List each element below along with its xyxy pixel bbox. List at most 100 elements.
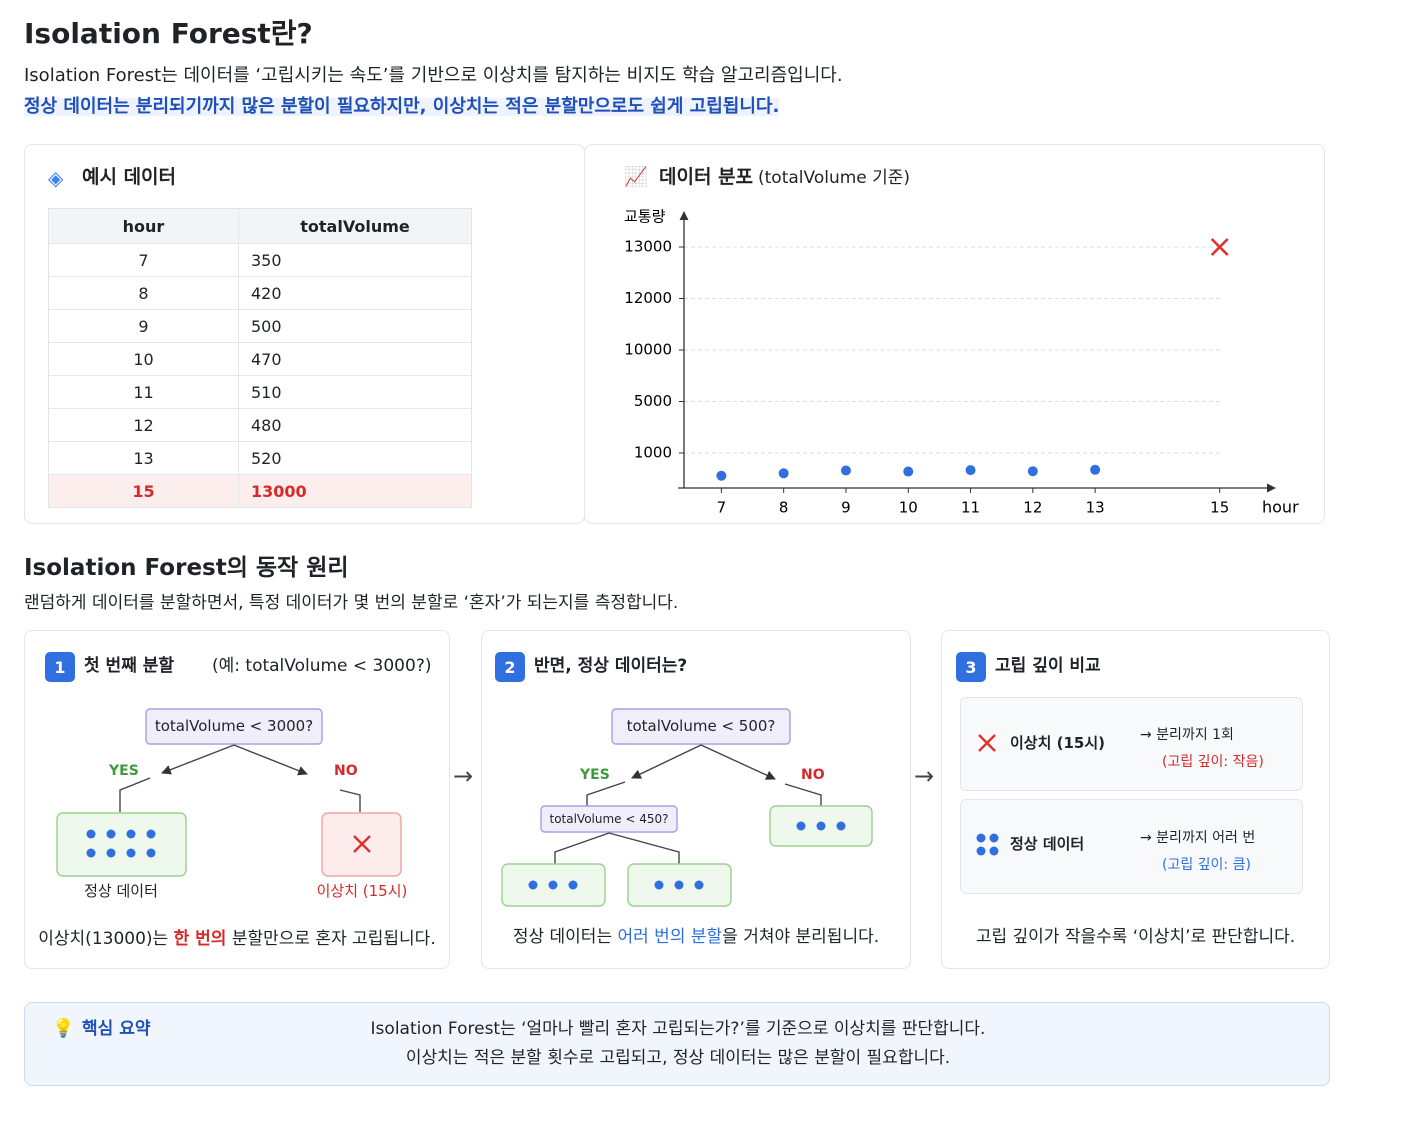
compare-depth: (고립 깊이: 큼) bbox=[1162, 857, 1251, 873]
chart: 1000 5000 10000 12000 13000 교통량 hour 7 8 9 10 11 12 1… bbox=[624, 208, 1299, 517]
table-cell: 13000 bbox=[251, 481, 307, 501]
x-tick-label: 11 bbox=[961, 499, 980, 517]
y-tick-label: 13000 bbox=[624, 238, 672, 256]
table-card bbox=[24, 144, 585, 524]
caption-emphasis: 어러 번의 분할 bbox=[617, 927, 723, 947]
outlier-x bbox=[978, 734, 996, 752]
section-desc: 랜덤하게 데이터를 분할하면서, 특정 데이터가 몇 번의 분할로 ‘혼자’가 … bbox=[24, 593, 679, 613]
tree-diagram bbox=[56, 708, 996, 907]
summary-line: 이상치는 적은 분할 횟수로 고립되고, 정상 데이터는 많은 분할이 필요합니… bbox=[405, 1048, 951, 1068]
x-tick-label: 13 bbox=[1086, 499, 1105, 517]
edge bbox=[339, 789, 361, 812]
table-row: 12 480 bbox=[49, 408, 471, 441]
tree-node: totalVolume < 450? bbox=[549, 812, 669, 826]
icon-dot bbox=[86, 829, 96, 839]
yes-label: YES bbox=[109, 763, 139, 779]
table-cell: 10 bbox=[49, 343, 239, 375]
highlight: 정상 데이터는 분리되기까지 많은 분할이 필요하지만, 이상치는 적은 분할만… bbox=[24, 96, 780, 117]
table-cell: 510 bbox=[251, 382, 282, 402]
icon-dot bbox=[146, 848, 156, 858]
data-point bbox=[840, 465, 851, 476]
x-axis-label: hour bbox=[1262, 498, 1299, 517]
data-point bbox=[903, 466, 914, 477]
data-point bbox=[1027, 466, 1038, 477]
chart-card bbox=[584, 144, 1325, 524]
compare-detail: → 분리까지 어러 번 bbox=[1140, 830, 1256, 846]
outlier-x bbox=[353, 835, 371, 853]
edge bbox=[119, 777, 151, 812]
table-cell: 500 bbox=[251, 316, 282, 336]
icon-dot bbox=[796, 821, 806, 831]
tree-node: totalVolume < 3000? bbox=[154, 717, 314, 735]
table-cell: 11 bbox=[49, 376, 239, 408]
table-cell: 15 bbox=[49, 475, 239, 507]
edge bbox=[233, 744, 308, 776]
node-box bbox=[145, 708, 323, 745]
section-title: Isolation Forest의 동작 원리 bbox=[24, 555, 349, 581]
table-row: 13 520 bbox=[49, 441, 471, 474]
table-cell: 420 bbox=[251, 283, 282, 303]
x-tick-label: 15 bbox=[1210, 499, 1229, 517]
icon-dot bbox=[86, 848, 96, 858]
icon-dot bbox=[548, 880, 558, 890]
caption-text: 이상치(13000)는 bbox=[38, 929, 174, 949]
step-badge: 2 bbox=[495, 652, 525, 682]
table-cell: 520 bbox=[251, 448, 282, 468]
table-cell: 350 bbox=[251, 250, 282, 270]
table-header: hour totalVolume bbox=[49, 209, 471, 243]
table-cell: 480 bbox=[251, 415, 282, 435]
table-cell: 470 bbox=[251, 349, 282, 369]
table-row: 9 500 bbox=[49, 309, 471, 342]
edge bbox=[586, 781, 626, 806]
bulb-icon: 💡 bbox=[52, 1018, 75, 1039]
x-tick-label: 12 bbox=[1023, 499, 1042, 517]
y-axis-label: 교통량 bbox=[624, 208, 666, 226]
node-box bbox=[611, 708, 791, 745]
table-icon: ◈ bbox=[48, 166, 64, 190]
step-badge: 3 bbox=[956, 652, 986, 682]
step-caption: 정상 데이터는 어러 번의 분할을 거쳐야 분리됩니다. bbox=[481, 929, 911, 946]
compare-label: 이상치 (15시) bbox=[1010, 734, 1106, 752]
edge bbox=[161, 744, 235, 775]
node-label: 이상치 (15시) bbox=[316, 882, 408, 900]
x-tick-label: 9 bbox=[841, 499, 851, 517]
icon-dot bbox=[674, 880, 684, 890]
step-card bbox=[24, 630, 450, 969]
table-cell: 8 bbox=[49, 277, 239, 309]
edge bbox=[631, 744, 702, 779]
outlier-point bbox=[1210, 238, 1229, 256]
icon-dot bbox=[126, 829, 136, 839]
x-tick-label: 8 bbox=[779, 499, 789, 517]
compare-box bbox=[960, 799, 1303, 894]
icon-dot bbox=[816, 821, 826, 831]
x-tick-label: 10 bbox=[899, 499, 918, 517]
icon-dot bbox=[654, 880, 664, 890]
compare-label: 정상 데이터 bbox=[1010, 835, 1085, 853]
icon-dot bbox=[568, 880, 578, 890]
table-cell: 12 bbox=[49, 409, 239, 441]
icon-dot bbox=[976, 846, 986, 856]
compare-box bbox=[960, 697, 1303, 791]
table-cell: 9 bbox=[49, 310, 239, 342]
edge bbox=[554, 832, 680, 864]
flow-arrow: → bbox=[453, 762, 474, 790]
step-caption: 이상치(13000)는 한 번의 분할만으로 혼자 고립됩니다. bbox=[24, 931, 450, 948]
tree-node: totalVolume < 500? bbox=[626, 717, 776, 735]
x-tick-label: 7 bbox=[717, 499, 727, 517]
table-cell: 7 bbox=[49, 244, 239, 276]
table-title: 예시 데이터 bbox=[82, 166, 177, 188]
summary-box bbox=[24, 1002, 1330, 1086]
step-caption: 고립 깊이가 작을수록 ‘이상치’로 판단합니다. bbox=[975, 927, 1296, 947]
table-row: 8 420 bbox=[49, 276, 471, 309]
table-row: 10 470 bbox=[49, 342, 471, 375]
chart-subtitle: (totalVolume 기준) bbox=[758, 168, 911, 188]
table-row: 7 350 bbox=[49, 243, 471, 276]
step-title: 첫 번째 분할 bbox=[84, 656, 175, 676]
intro: Isolation Forest는 데이터를 ‘고립시키는 속도’를 기반으로 … bbox=[24, 65, 843, 86]
data-point bbox=[778, 468, 789, 479]
caption-text: 분할만으로 혼자 고립됩니다. bbox=[226, 929, 436, 949]
yes-label: YES bbox=[580, 767, 610, 783]
icon-dot bbox=[694, 880, 704, 890]
